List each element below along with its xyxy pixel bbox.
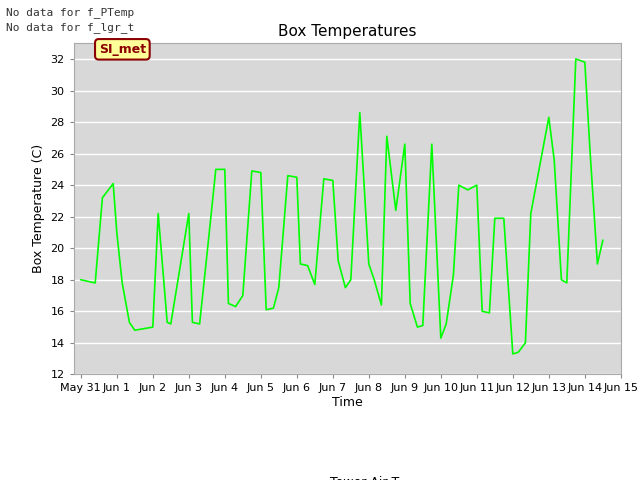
X-axis label: Time: Time: [332, 396, 363, 409]
Y-axis label: Box Temperature (C): Box Temperature (C): [32, 144, 45, 274]
Legend: Tower Air T: Tower Air T: [290, 471, 404, 480]
Text: SI_met: SI_met: [99, 43, 146, 56]
Text: No data for f_PTemp: No data for f_PTemp: [6, 7, 134, 18]
Text: No data for f_lgr_t: No data for f_lgr_t: [6, 22, 134, 33]
Title: Box Temperatures: Box Temperatures: [278, 24, 417, 39]
